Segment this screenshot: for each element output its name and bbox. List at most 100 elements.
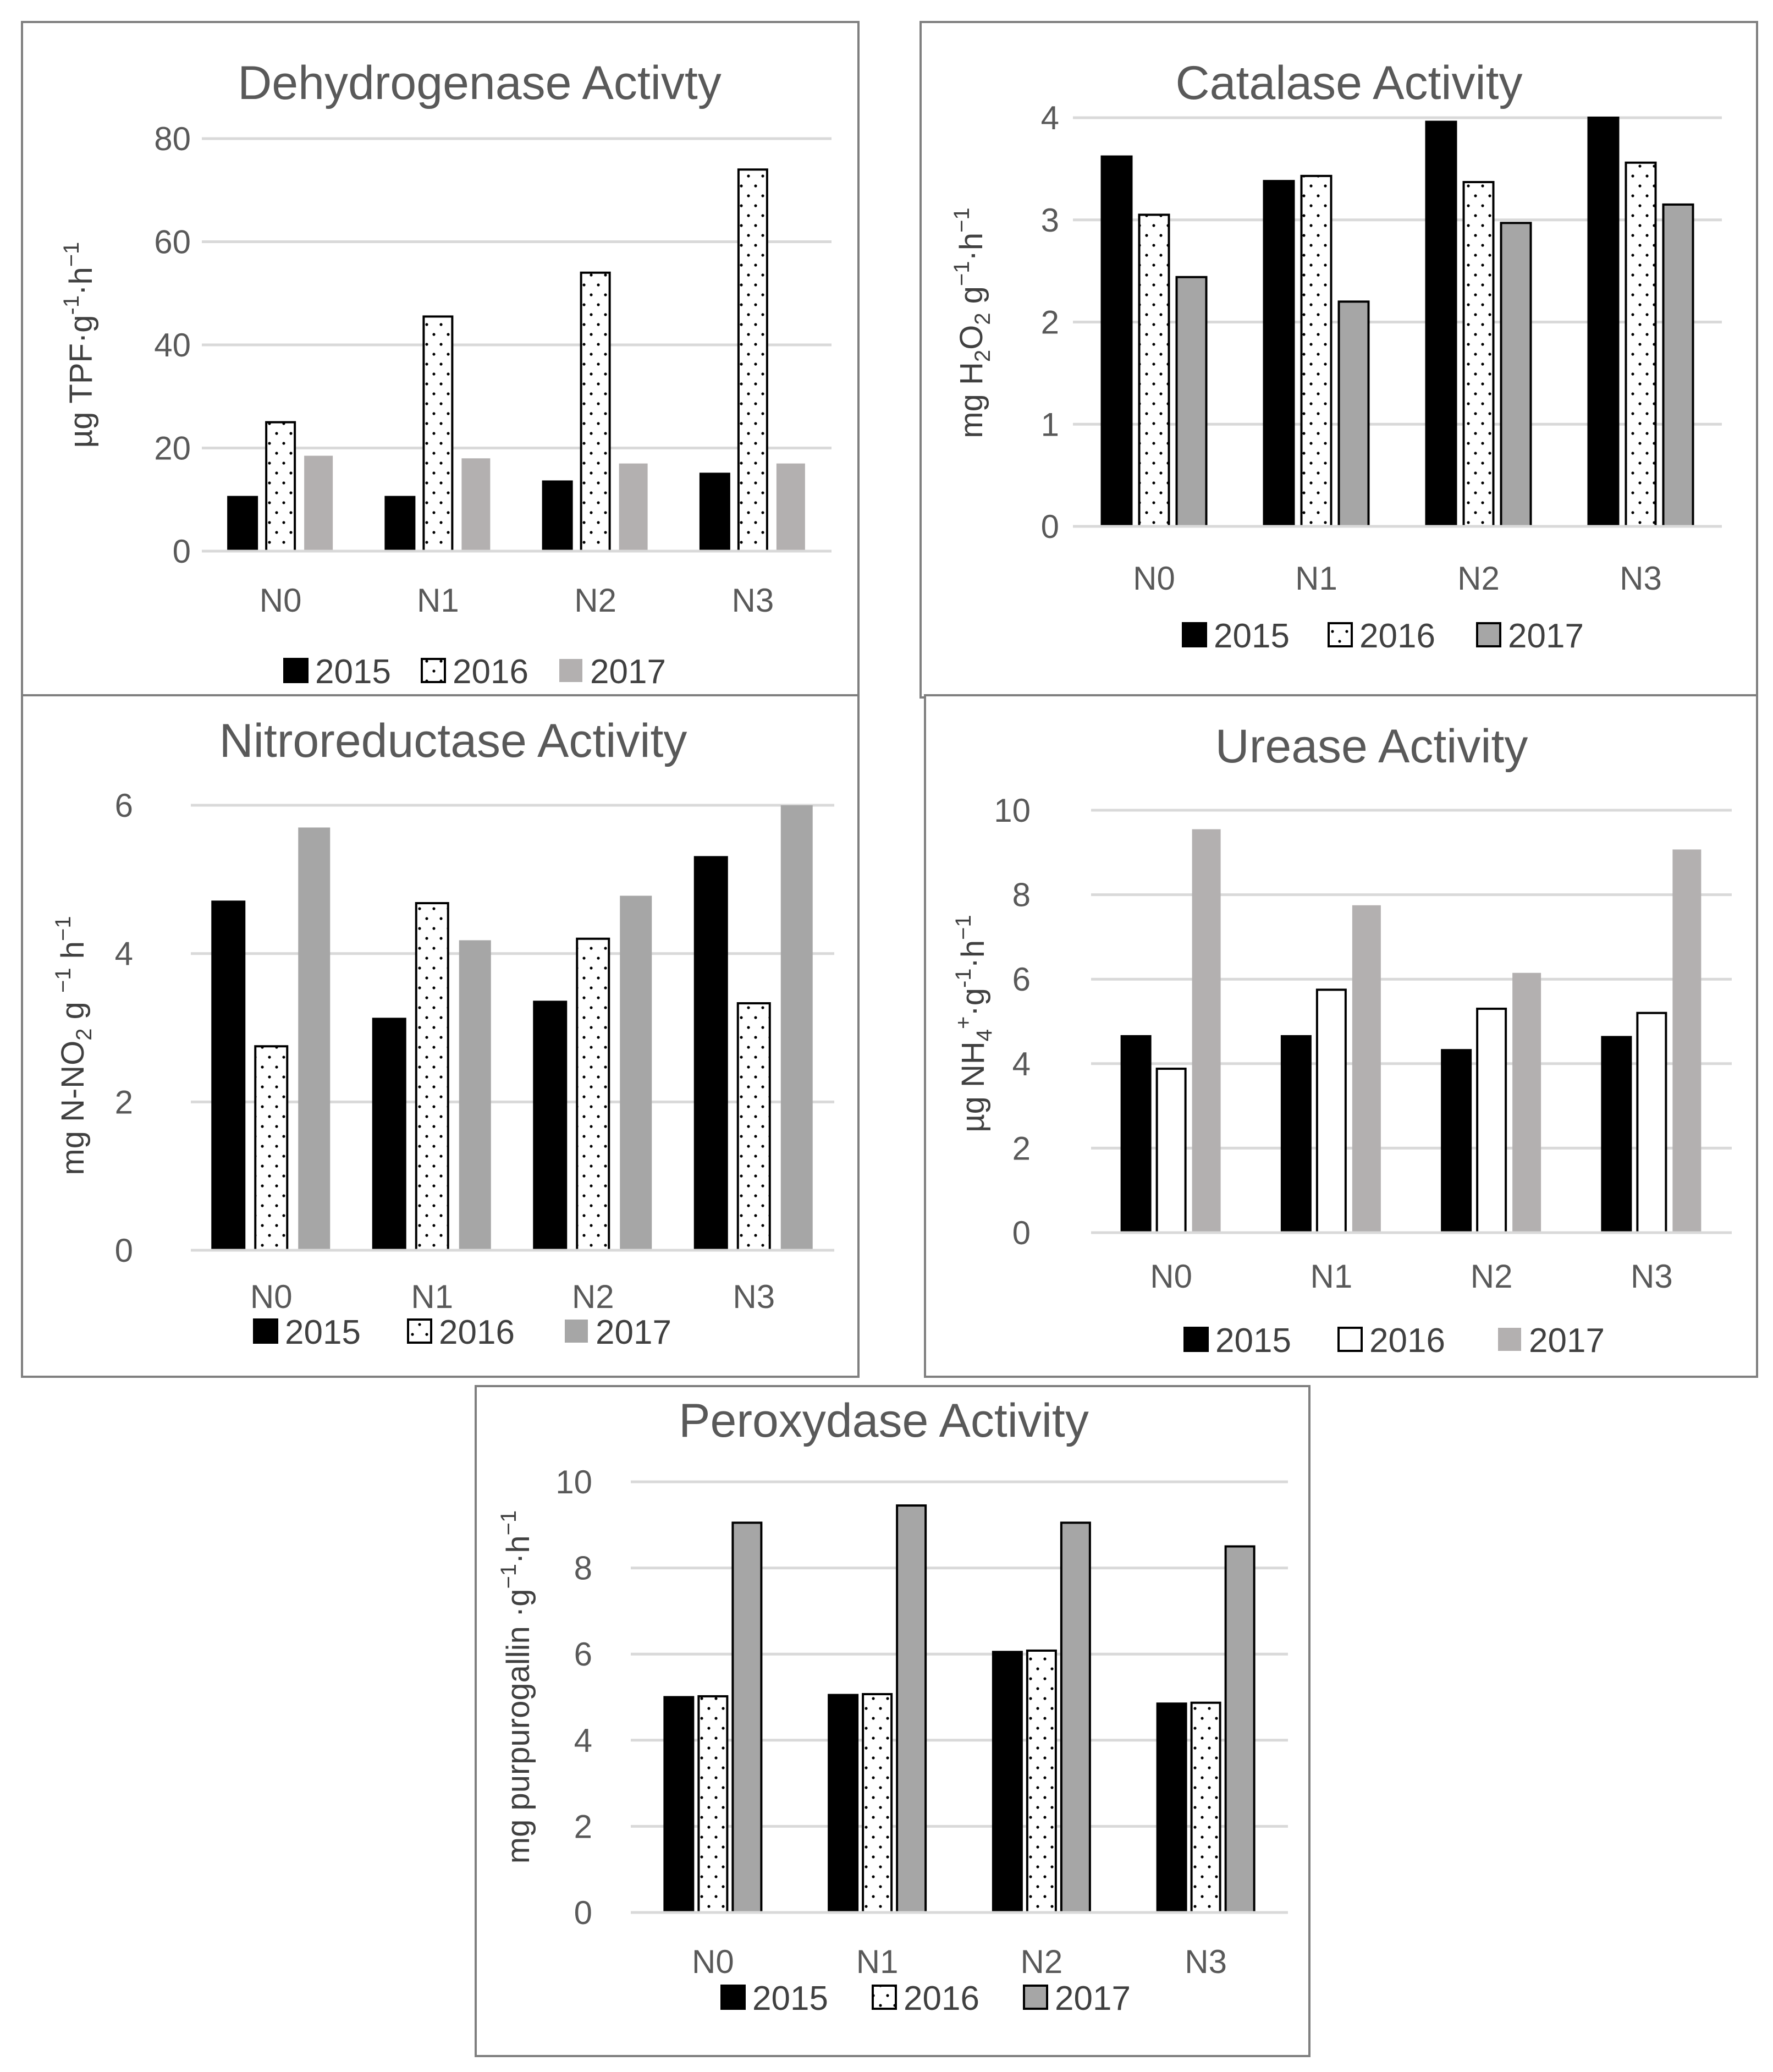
x-category-label: N3 bbox=[1185, 1943, 1227, 1980]
legend-label-2015: 2015 bbox=[1215, 1322, 1291, 1360]
legend-label-2017: 2017 bbox=[1508, 617, 1584, 655]
bar-2015-N0 bbox=[1100, 155, 1133, 527]
legend-swatch-2015 bbox=[283, 658, 309, 683]
panel-dehydrogenase: Dehydrogenase Activty 0 20 40 60 80 µg TPF·g-1… bbox=[21, 21, 860, 699]
bar-2015-N3 bbox=[1156, 1702, 1187, 1914]
bar-2016-N1 bbox=[415, 902, 449, 1252]
bar-2017-N0 bbox=[1175, 276, 1208, 527]
panel-catalase: Catalase Activity 0 1 2 3 4 mg H2O2 g−1·h−1 N0 N… bbox=[919, 21, 1758, 699]
y-tick-label: 6 bbox=[1012, 961, 1031, 998]
y-axis-label: mg H2O2 g−1·h−1 bbox=[950, 207, 995, 438]
y-tick-label: 8 bbox=[1012, 877, 1031, 914]
y-tick-label: 10 bbox=[994, 792, 1031, 829]
x-category-label: N0 bbox=[1133, 560, 1175, 597]
bar-2015-N1 bbox=[1280, 1035, 1312, 1234]
chart-nitroreductase: Nitroreductase Activity 0 2 4 6 mg N-NO2 g −1… bbox=[51, 715, 834, 1351]
bar-2015-N2 bbox=[533, 1001, 568, 1252]
y-tick-label: 1 bbox=[1041, 406, 1059, 443]
y-axis-label: µg TPF·g-1·h−1 bbox=[59, 242, 99, 448]
bar-2015-N3 bbox=[693, 856, 728, 1251]
y-tick-label: 2 bbox=[574, 1808, 592, 1845]
bar-2017-N3 bbox=[780, 805, 813, 1250]
x-category-label: N1 bbox=[856, 1943, 899, 1980]
y-axis-label: mg N-NO2 g −1 h−1 bbox=[51, 916, 96, 1175]
bar-2015-N1 bbox=[372, 1018, 406, 1251]
legend-swatch-2016 bbox=[407, 1318, 432, 1344]
bar-2015-N2 bbox=[542, 480, 573, 552]
x-category-label: N0 bbox=[692, 1943, 734, 1980]
bar-2015-N2 bbox=[1441, 1049, 1472, 1234]
bar-2017-N3 bbox=[1662, 203, 1694, 527]
y-tick-label: 20 bbox=[154, 430, 191, 467]
legend-label-2017: 2017 bbox=[1529, 1322, 1605, 1360]
x-category-label: N2 bbox=[572, 1278, 614, 1315]
y-tick-label: 6 bbox=[574, 1636, 592, 1673]
bar-2016-N3 bbox=[736, 1002, 771, 1251]
x-category-label: N0 bbox=[260, 582, 302, 619]
y-tick-label: 0 bbox=[1012, 1214, 1031, 1251]
bar-2016-N3 bbox=[1625, 161, 1657, 528]
bar-2017-N0 bbox=[298, 827, 331, 1250]
legend-label-2016: 2016 bbox=[453, 653, 528, 691]
x-category-label: N2 bbox=[1471, 1258, 1513, 1295]
bar-2016-N2 bbox=[1476, 1007, 1507, 1234]
chart-peroxydase: Peroxydase Activity 0 2 4 6 8 10 mg purpurogall… bbox=[497, 1394, 1288, 2018]
legend-swatch-2017 bbox=[565, 1320, 588, 1343]
bar-2016-N0 bbox=[1138, 213, 1170, 527]
x-category-label: N1 bbox=[417, 582, 459, 619]
y-tick-label: 0 bbox=[115, 1232, 133, 1269]
y-tick-label: 4 bbox=[574, 1722, 592, 1759]
y-tick-label: 0 bbox=[173, 533, 191, 570]
chart-title: Catalase Activity bbox=[1176, 57, 1523, 109]
legend-swatch-2015 bbox=[1182, 622, 1207, 647]
bar-2017-N1 bbox=[459, 940, 491, 1250]
legend-label-2016: 2016 bbox=[904, 1980, 979, 2018]
y-tick-label: 0 bbox=[1041, 508, 1059, 545]
y-tick-label: 6 bbox=[115, 787, 133, 824]
bar-2016-N0 bbox=[1155, 1068, 1187, 1234]
y-tick-label: 4 bbox=[115, 936, 133, 972]
y-tick-label: 60 bbox=[154, 224, 191, 261]
x-category-label: N3 bbox=[1631, 1258, 1673, 1295]
bar-2015-N1 bbox=[1263, 180, 1295, 528]
x-category-label: N0 bbox=[1150, 1258, 1192, 1295]
bar-2016-N1 bbox=[1300, 174, 1332, 527]
legend-label-2016: 2016 bbox=[1359, 617, 1435, 655]
bar-2015-N2 bbox=[992, 1651, 1023, 1914]
bar-2016-N2 bbox=[1462, 181, 1495, 527]
legend-label-2017: 2017 bbox=[1055, 1980, 1131, 2018]
bar-2015-N0 bbox=[663, 1696, 695, 1914]
x-category-label: N3 bbox=[733, 1278, 775, 1315]
bar-2016-N0 bbox=[265, 421, 296, 552]
legend-swatch-2016 bbox=[1337, 1327, 1363, 1352]
bar-2017-N3 bbox=[1672, 849, 1702, 1233]
bar-2016-N2 bbox=[576, 937, 610, 1251]
legend-swatch-2015 bbox=[253, 1318, 278, 1344]
legend-label-2015: 2015 bbox=[1214, 617, 1290, 655]
legend-label-2017: 2017 bbox=[596, 1313, 671, 1351]
y-tick-label: 3 bbox=[1041, 202, 1059, 239]
y-tick-label: 2 bbox=[1012, 1130, 1031, 1167]
bar-2017-N0 bbox=[731, 1521, 763, 1914]
legend-label-2015: 2015 bbox=[315, 653, 391, 691]
bar-2015-N0 bbox=[1120, 1035, 1152, 1234]
chart-title: Peroxydase Activity bbox=[679, 1394, 1089, 1447]
legend-swatch-2015 bbox=[720, 1985, 746, 2010]
legend-swatch-2017 bbox=[1023, 1985, 1048, 2010]
chart-catalase: Catalase Activity 0 1 2 3 4 mg H2O2 g−1·h−1 N0 N… bbox=[950, 57, 1722, 655]
bar-2015-N3 bbox=[1587, 117, 1620, 527]
legend-swatch-2015 bbox=[1183, 1327, 1209, 1352]
y-tick-label: 8 bbox=[574, 1550, 592, 1587]
bar-2017-N2 bbox=[1512, 972, 1541, 1233]
legend-swatch-2017 bbox=[559, 659, 582, 682]
bar-2017-N1 bbox=[461, 458, 491, 551]
legend-swatch-2016 bbox=[1328, 622, 1353, 647]
y-tick-label: 4 bbox=[1041, 100, 1059, 136]
legend-label-2015: 2015 bbox=[285, 1313, 361, 1351]
x-category-label: N2 bbox=[1021, 1943, 1063, 1980]
legend-swatch-2016 bbox=[421, 658, 446, 683]
bar-2017-N0 bbox=[304, 455, 333, 551]
bar-2017-N3 bbox=[1224, 1545, 1256, 1914]
chart-title: Urease Activity bbox=[1215, 720, 1528, 773]
y-tick-label: 80 bbox=[154, 120, 191, 157]
